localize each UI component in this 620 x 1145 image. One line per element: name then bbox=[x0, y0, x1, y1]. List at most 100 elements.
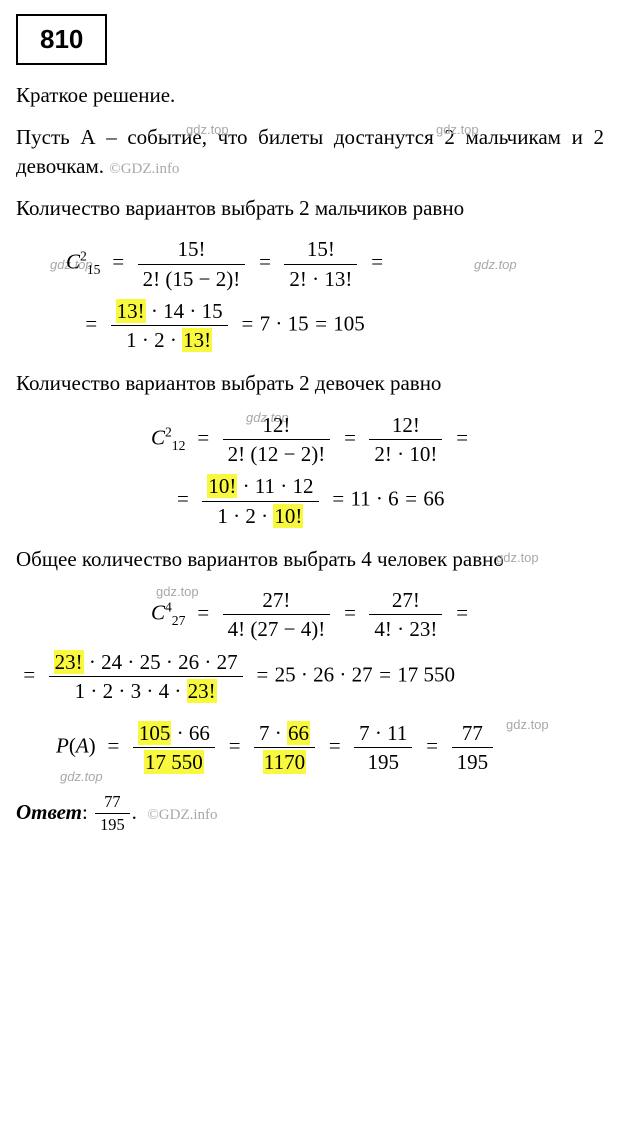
text: · 11 · 12 bbox=[237, 474, 313, 498]
equals: = bbox=[111, 250, 125, 274]
fraction: 10! · 11 · 12 1 · 2 · 10! bbox=[202, 473, 318, 529]
denominator: 195 bbox=[452, 748, 494, 775]
equals: = bbox=[328, 734, 342, 758]
copyright: ©GDZ.info bbox=[109, 161, 179, 177]
highlighted: 13! bbox=[116, 299, 146, 323]
answer-label: Ответ bbox=[16, 799, 82, 823]
fraction: 77 195 bbox=[452, 720, 494, 776]
factorial: ! bbox=[233, 267, 240, 291]
numerator: 77 bbox=[95, 792, 130, 814]
text: 1 · 2 · bbox=[126, 328, 182, 352]
answer-fraction: 77 195 bbox=[95, 792, 130, 836]
equation-row: P(A) = 105 · 66 17 550 = 7 · 66 1170 = 7… bbox=[36, 720, 604, 776]
fraction: 12! 2! (12 − 2)! bbox=[223, 412, 331, 468]
equals: = bbox=[343, 601, 357, 625]
text: 2! bbox=[228, 442, 251, 466]
numerator: 27! bbox=[223, 587, 331, 615]
equation-row: C212 = 12! 2! (12 − 2)! = 12! 2! · 10! = bbox=[16, 412, 604, 468]
text: 4! bbox=[228, 617, 251, 641]
superscript: 2 bbox=[165, 424, 172, 439]
denominator: 2! · 13! bbox=[284, 265, 357, 292]
numerator: 15! bbox=[284, 236, 357, 264]
numerator: 13! · 14 · 15 bbox=[111, 298, 228, 326]
var-C: C bbox=[151, 601, 165, 625]
text: 12 bbox=[257, 442, 278, 466]
numerator: 12! bbox=[223, 412, 331, 440]
highlighted: 17 550 bbox=[144, 750, 204, 774]
result: 17 550 bbox=[397, 662, 455, 686]
var-C: C bbox=[66, 250, 80, 274]
text: · 14 · 15 bbox=[146, 299, 223, 323]
numerator: 105 · 66 bbox=[133, 720, 215, 748]
denominator: 1170 bbox=[254, 748, 315, 775]
text: Пусть А – соб bbox=[16, 125, 158, 149]
paragraph-2: Количество вариантов выбрать 2 мальчиков… bbox=[16, 194, 604, 222]
equals: = bbox=[84, 312, 98, 336]
spacer bbox=[54, 250, 66, 274]
numerator: 7 · 11 bbox=[354, 720, 412, 748]
equation-c12: gdz.top C212 = 12! 2! (12 − 2)! = 12! 2!… bbox=[16, 412, 604, 529]
denominator: 1 · 2 · 3 · 4 · 23! bbox=[49, 677, 243, 704]
denominator: 195 bbox=[354, 748, 412, 775]
equation-row: C215 = 15! 2! (15 − 2)! = 15! 2! · 13! = bbox=[54, 236, 604, 292]
fraction: 15! 2! · 13! bbox=[284, 236, 357, 292]
equation-row: C427 = 27! 4! (27 − 4)! = 27! 4! · 23! = bbox=[16, 587, 604, 643]
highlighted: 66 bbox=[287, 721, 310, 745]
result: 105 bbox=[333, 312, 365, 336]
numerator: 27! bbox=[369, 587, 442, 615]
text: 2 bbox=[216, 267, 227, 291]
text: 2! bbox=[143, 267, 166, 291]
equals: = bbox=[106, 734, 120, 758]
fraction: 15! 2! (15 − 2)! bbox=[138, 236, 246, 292]
highlighted: 23! bbox=[187, 679, 217, 703]
var-A: A bbox=[76, 734, 89, 758]
paren: ) bbox=[89, 734, 96, 758]
equation-c27: C427 = 27! 4! (27 − 4)! = 27! 4! · 23! =… bbox=[16, 587, 604, 704]
highlighted: 105 bbox=[138, 721, 172, 745]
equation-row: = 10! · 11 · 12 1 · 2 · 10! = 11 · 6 = 6… bbox=[16, 473, 604, 529]
equation-row: = 13! · 14 · 15 1 · 2 · 13! = 7 · 15 = 1… bbox=[54, 298, 604, 354]
minus: − bbox=[284, 617, 296, 641]
numerator: 77 bbox=[452, 720, 494, 748]
equals: = bbox=[196, 425, 210, 449]
numerator: 15! bbox=[138, 236, 246, 264]
result: 7 · 15 bbox=[260, 312, 309, 336]
numerator: 12! bbox=[369, 412, 442, 440]
result: 11 · 6 bbox=[350, 487, 398, 511]
period: . bbox=[132, 799, 137, 823]
text: 15 bbox=[172, 267, 193, 291]
fraction: 13! · 14 · 15 1 · 2 · 13! bbox=[111, 298, 228, 354]
numerator: 23! · 24 · 25 · 26 · 27 bbox=[49, 649, 243, 677]
denominator: 2! · 10! bbox=[369, 440, 442, 467]
answer-line: Ответ: 77 195 . ©GDZ.info bbox=[16, 792, 604, 836]
equals: = bbox=[227, 734, 241, 758]
denominator: 1 · 2 · 13! bbox=[111, 326, 228, 353]
equation-c15: gdz.top gdz.top C215 = 15! 2! (15 − 2)! … bbox=[16, 236, 604, 353]
text: 1 · 2 · bbox=[217, 504, 273, 528]
numerator: 7 · 66 bbox=[254, 720, 315, 748]
denominator: 2! (15 − 2)! bbox=[138, 265, 246, 292]
subscript: 12 bbox=[172, 438, 186, 453]
result: 66 bbox=[423, 487, 444, 511]
fraction: 27! 4! · 23! bbox=[369, 587, 442, 643]
text: · 66 bbox=[171, 721, 210, 745]
watermark: gdz.top bbox=[496, 549, 539, 567]
fraction: 23! · 24 · 25 · 26 · 27 1 · 2 · 3 · 4 · … bbox=[49, 649, 243, 705]
fraction: 27! 4! (27 − 4)! bbox=[223, 587, 331, 643]
denominator: 17 550 bbox=[133, 748, 215, 775]
equation-pa: P(A) = 105 · 66 17 550 = 7 · 66 1170 = 7… bbox=[16, 720, 604, 776]
superscript: 4 bbox=[165, 600, 172, 615]
fraction: 105 · 66 17 550 bbox=[133, 720, 215, 776]
denominator: 2! (12 − 2)! bbox=[223, 440, 331, 467]
subscript: 15 bbox=[87, 262, 101, 277]
paren: ( bbox=[69, 734, 76, 758]
subscript: 27 bbox=[172, 613, 186, 628]
spacer bbox=[36, 734, 56, 758]
text: 27 bbox=[257, 617, 278, 641]
text: 1 · 2 · 3 · 4 · bbox=[75, 679, 187, 703]
text: 4 bbox=[301, 617, 312, 641]
copyright: ©GDZ.info bbox=[147, 806, 217, 822]
denominator: 4! (27 − 4)! bbox=[223, 615, 331, 642]
equals: = bbox=[258, 250, 272, 274]
equals: = bbox=[314, 312, 328, 336]
